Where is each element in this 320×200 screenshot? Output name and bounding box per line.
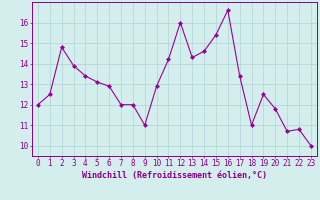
X-axis label: Windchill (Refroidissement éolien,°C): Windchill (Refroidissement éolien,°C) [82, 171, 267, 180]
